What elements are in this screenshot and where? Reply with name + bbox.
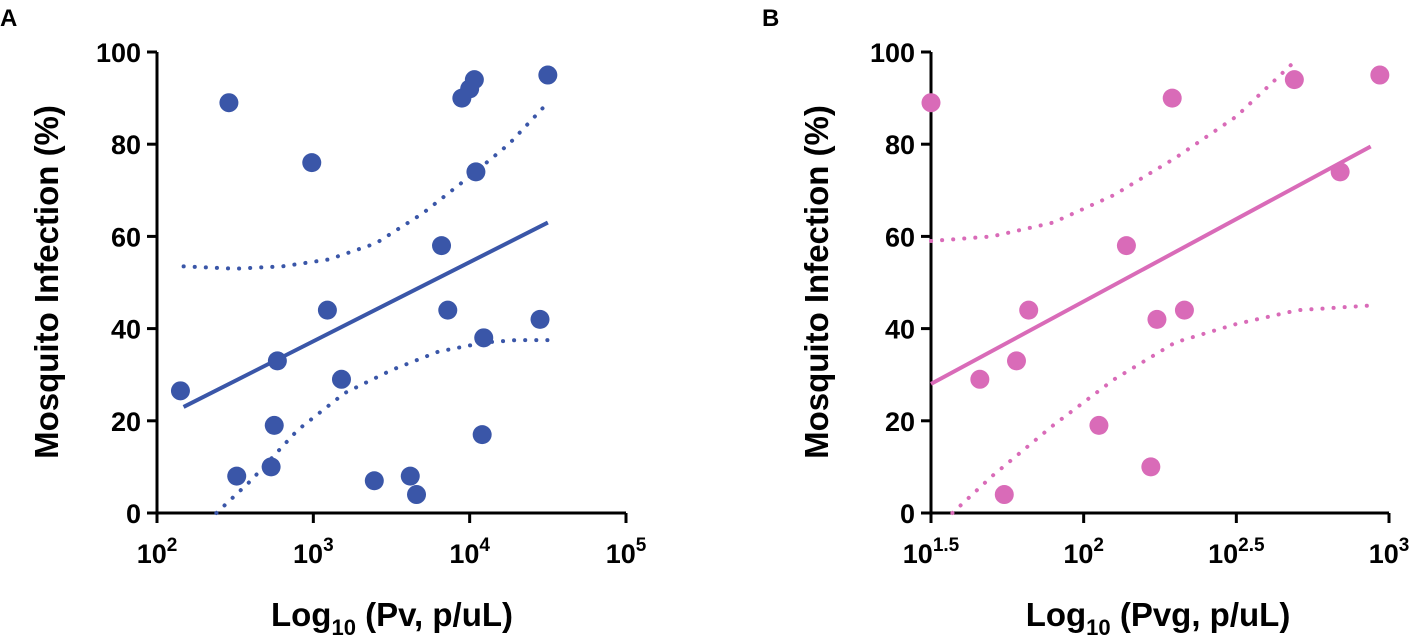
x-tick-label: 102.5 [1208, 535, 1265, 569]
y-tick-label: 20 [885, 407, 915, 437]
y-tick-label: 60 [885, 222, 915, 252]
data-point [227, 466, 247, 486]
data-point [400, 466, 420, 486]
x-axis-title: Log10 (Pvg, p/uL) [1026, 596, 1291, 638]
data-point [438, 300, 458, 320]
data-point [1089, 415, 1109, 435]
data-point [466, 162, 486, 182]
regression-line [930, 144, 1372, 386]
y-tick-label: 40 [885, 315, 915, 345]
panel-B: B 0 20 40 60 80 100 101.5 102 102.5 103 Mosquito In… [762, 5, 1409, 638]
x-tick-label: 101.5 [903, 535, 960, 569]
x-tick-label: 105 [606, 535, 647, 569]
x-tick-label: 102 [1063, 535, 1104, 569]
data-point [364, 471, 384, 491]
data-point [1147, 309, 1167, 329]
x-tick-label: 103 [1369, 535, 1410, 569]
data-point [1116, 236, 1136, 256]
y-tick-label: 40 [111, 315, 141, 345]
x-tick-label: 103 [293, 535, 334, 569]
data-point [530, 309, 550, 329]
panel-letter: B [762, 5, 779, 32]
y-axis-title: Mosquito Infection (%) [28, 105, 65, 459]
regression-line [182, 220, 549, 409]
data-point [407, 485, 427, 505]
data-point [1162, 88, 1182, 108]
y-tick-label: 0 [126, 499, 141, 529]
y-tick-label: 80 [885, 130, 915, 160]
y-tick-label: 80 [111, 130, 141, 160]
panel-letter: A [0, 5, 17, 32]
data-point [302, 153, 322, 173]
data-point [317, 300, 337, 320]
x-axis-title: Log10 (Pv, p/uL) [271, 596, 513, 638]
data-point [472, 425, 492, 445]
data-point [432, 236, 452, 256]
data-point [170, 381, 190, 401]
confidence-band-upper [181, 100, 550, 271]
data-point [331, 369, 351, 389]
y-tick-label: 100 [96, 38, 141, 68]
data-point [464, 70, 484, 90]
data-point [970, 369, 990, 389]
data-point [1330, 162, 1350, 182]
y-tick-label: 20 [111, 407, 141, 437]
data-point [267, 351, 287, 371]
data-point [264, 415, 284, 435]
data-point [474, 328, 494, 348]
data-point [1174, 300, 1194, 320]
data-point [1370, 65, 1390, 85]
y-tick-label: 100 [870, 38, 915, 68]
data-point [921, 93, 941, 113]
data-point [1284, 70, 1304, 90]
data-point [538, 65, 558, 85]
data-point [261, 457, 281, 477]
data-point [1006, 351, 1026, 371]
panel-A: A 0 20 40 60 80 100 102 103 104 105 Mosquito Infect… [0, 5, 647, 638]
confidence-band-lower [950, 303, 1373, 515]
y-tick-label: 60 [111, 222, 141, 252]
data-point [219, 93, 239, 113]
x-tick-label: 102 [137, 535, 178, 569]
x-tick-label: 104 [449, 535, 490, 569]
data-point [1019, 300, 1039, 320]
data-point [1141, 457, 1161, 477]
y-tick-label: 0 [900, 499, 915, 529]
y-axis-title: Mosquito Infection (%) [798, 105, 835, 459]
data-point [994, 485, 1014, 505]
